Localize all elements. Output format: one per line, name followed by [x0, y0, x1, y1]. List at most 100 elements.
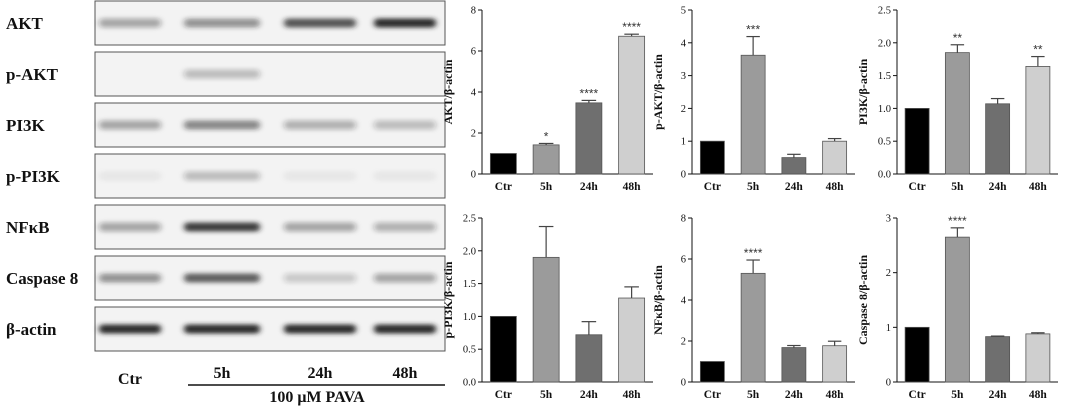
y-tick-label: 2 [681, 104, 686, 115]
bar-5h [532, 144, 560, 175]
bar-ctr [489, 153, 517, 175]
x-tick-label: 5h [747, 389, 760, 401]
y-tick-label: 0 [681, 170, 686, 181]
bar-ctr [904, 326, 930, 383]
blot-row-label: p-AKT [6, 65, 59, 84]
x-tick-label: 5h [540, 181, 553, 193]
x-tick-label: Ctr [704, 181, 721, 193]
bar-24h [985, 336, 1011, 383]
x-tick-label: 48h [1029, 389, 1048, 401]
blot-band [284, 18, 356, 28]
blot-row-label: AKT [6, 14, 44, 33]
x-tick-label: 48h [623, 181, 642, 193]
blot-band [99, 120, 161, 130]
y-tick-label: 2 [681, 337, 686, 348]
chart-pi3k-actin: 0.0 0.5 1.0 1.5 2.0 2.5 PI3K/β-actin Ctr ** 5h 24h… [856, 6, 1058, 193]
bar-24h [781, 157, 807, 175]
y-tick-label: 4 [681, 38, 687, 49]
bar-48h [822, 345, 848, 383]
blot-band [284, 324, 356, 334]
bar-48h [618, 297, 646, 383]
chart-akt-actin: 0 2 4 6 8 AKT/β-actin Ctr * 5h **** 24h **** 48h [441, 6, 653, 193]
chart-p-pi3k-actin: 0.0 0.5 1.0 1.5 2.0 2.5 p-PI3K/β-actin Ctr 5h 24h… [441, 214, 653, 401]
x-tick-label: 24h [580, 389, 599, 401]
blot-band [184, 120, 260, 130]
blot-row-p-akt: p-AKT [6, 51, 446, 97]
y-tick-label: 0.5 [878, 137, 891, 148]
y-tick-label: 3 [886, 214, 891, 225]
y-tick-label: 0 [471, 170, 476, 181]
x-tick-label: 5h [951, 181, 964, 193]
blot-band [184, 18, 260, 28]
significance-label: ** [953, 31, 963, 45]
lane-label-ctr: Ctr [118, 371, 142, 388]
blot-band [374, 222, 436, 232]
chart-nf-b-actin: 0 2 4 6 8 NFκB/β-actin Ctr **** 5h 24h 48h [651, 214, 855, 401]
lane-label-24h: 24h [308, 365, 333, 382]
blot-row-nf-b: NFκB [6, 204, 446, 250]
bar-24h [575, 102, 603, 175]
blot-band [184, 273, 260, 283]
chart-p-akt-actin: 0 1 2 3 4 5 p-AKT/β-actin Ctr *** 5h 24h 48h [651, 6, 855, 193]
y-axis-label: Caspase 8/β-actin [856, 255, 870, 345]
y-tick-label: 4 [471, 88, 477, 99]
significance-label: * [544, 129, 549, 143]
blot-band [184, 222, 260, 232]
blot-band [184, 171, 260, 181]
bar-24h [575, 334, 603, 383]
blot-row-pi3k: PI3K [6, 102, 446, 148]
y-tick-label: 1 [886, 323, 891, 334]
y-tick-label: 2.5 [463, 214, 476, 225]
y-axis-label: p-PI3K/β-actin [441, 261, 455, 338]
blot-band [374, 171, 436, 181]
significance-label: *** [746, 23, 760, 37]
y-tick-label: 1.0 [463, 312, 476, 323]
x-tick-label: 24h [989, 181, 1008, 193]
y-tick-label: 0 [681, 378, 686, 389]
bar-5h [944, 236, 970, 383]
y-tick-label: 1.0 [878, 104, 891, 115]
y-tick-label: 2.5 [878, 6, 891, 17]
x-tick-label: 24h [785, 389, 804, 401]
x-tick-label: 48h [623, 389, 642, 401]
x-tick-label: Ctr [909, 389, 926, 401]
y-tick-label: 2.0 [463, 246, 476, 257]
y-tick-label: 0.5 [463, 345, 476, 356]
significance-label: ** [1033, 43, 1043, 57]
significance-label: **** [744, 246, 763, 260]
y-tick-label: 3 [681, 71, 686, 82]
y-tick-label: 1.5 [463, 279, 476, 290]
y-axis-label: PI3K/β-actin [856, 59, 870, 126]
significance-label: **** [580, 86, 599, 100]
y-tick-label: 6 [681, 255, 686, 266]
bar-charts-panel: 02468AKT/β-actinCtr*5h****24h****48h0123… [441, 6, 1058, 401]
blot-band [374, 324, 436, 334]
significance-label: **** [622, 20, 641, 34]
western-blot-panel: AKT p-AKT PI3K p-PI3K NFκB Caspase 8 β-actin Ct… [6, 0, 446, 406]
blot-band [284, 171, 356, 181]
bar-5h [532, 256, 560, 383]
lane-label-5h: 5h [214, 365, 231, 382]
y-tick-label: 1 [681, 137, 686, 148]
x-tick-label: 24h [580, 181, 599, 193]
blot-band [184, 324, 260, 334]
blot-row-label: p-PI3K [6, 167, 61, 186]
bar-48h [1025, 333, 1051, 383]
bar-48h [822, 140, 848, 175]
y-tick-label: 5 [681, 6, 686, 17]
blot-band [99, 171, 161, 181]
bar-5h [740, 272, 766, 383]
x-tick-label: 48h [826, 181, 845, 193]
y-tick-label: 2 [471, 129, 476, 140]
y-tick-label: 2 [886, 268, 891, 279]
blot-band [99, 222, 161, 232]
y-axis-label: AKT/β-actin [441, 59, 455, 124]
x-tick-label: 5h [540, 389, 553, 401]
bar-24h [781, 347, 807, 383]
bar-24h [985, 103, 1011, 175]
blot-row-label: PI3K [6, 116, 46, 135]
x-tick-label: Ctr [495, 181, 512, 193]
y-tick-label: 0.0 [463, 378, 476, 389]
blot-band [284, 273, 356, 283]
